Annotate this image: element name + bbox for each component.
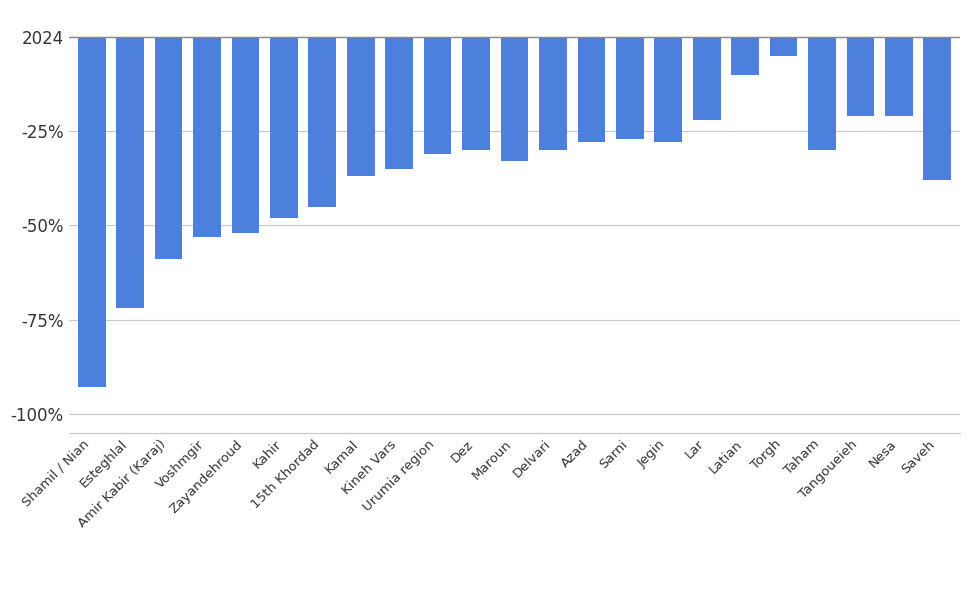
Bar [385, 37, 413, 169]
Bar [309, 37, 336, 207]
Bar [270, 37, 298, 218]
Bar [463, 37, 490, 150]
Bar [77, 37, 106, 388]
Bar [193, 37, 220, 237]
Bar [655, 37, 682, 142]
Bar [923, 37, 952, 180]
Bar [731, 37, 759, 75]
Bar [231, 37, 260, 233]
Bar [885, 37, 912, 116]
Bar [808, 37, 836, 150]
Bar [577, 37, 606, 142]
Bar [616, 37, 644, 139]
Bar [501, 37, 528, 161]
Bar [155, 37, 182, 259]
Bar [539, 37, 566, 150]
Bar [423, 37, 452, 154]
Bar [117, 37, 144, 308]
Bar [847, 37, 874, 116]
Bar [693, 37, 720, 120]
Bar [347, 37, 374, 176]
Bar [769, 37, 798, 56]
